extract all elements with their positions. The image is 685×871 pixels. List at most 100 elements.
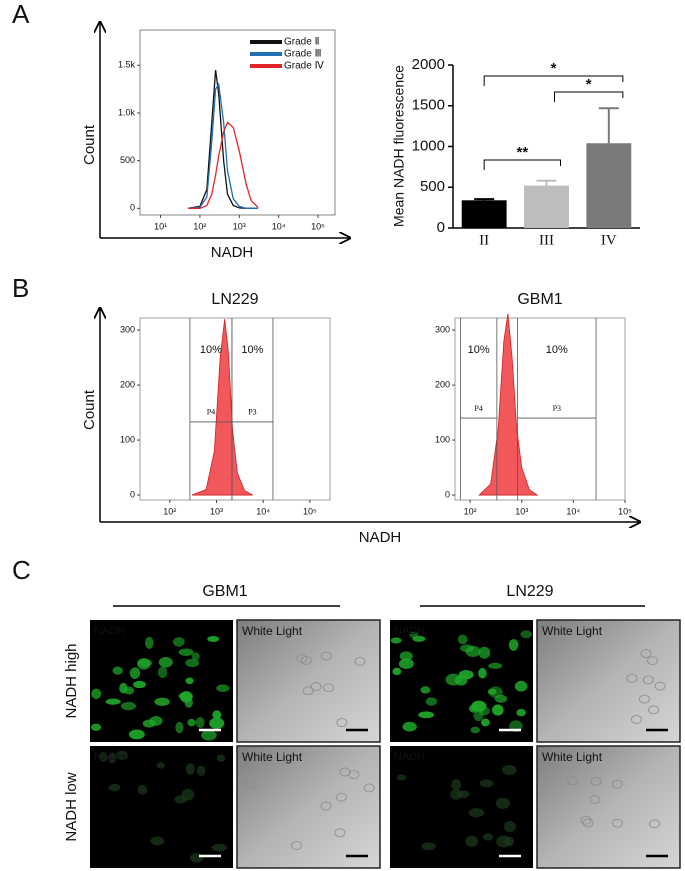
cell — [396, 774, 407, 781]
significance-label: * — [551, 60, 557, 77]
plot-frame — [139, 29, 336, 216]
x-tick-label: IV — [601, 232, 617, 248]
y-tick-label: 500 — [420, 178, 445, 195]
white-light-image: White Light — [536, 745, 681, 869]
chart-title: GBM1 — [517, 291, 562, 308]
cell — [465, 835, 479, 847]
white-light-image: White Light — [236, 745, 381, 869]
cell — [516, 708, 526, 717]
cell — [142, 719, 156, 728]
x-axis-label: NADH — [359, 529, 402, 546]
cell — [112, 666, 123, 675]
fluorescence-image: NADH — [90, 746, 233, 868]
cell — [392, 667, 402, 676]
cell — [108, 752, 117, 764]
curve — [188, 121, 259, 209]
bar — [461, 200, 507, 228]
histogram-area — [478, 313, 539, 496]
cell — [495, 797, 511, 809]
significance-bracket — [554, 91, 624, 102]
cell-outline — [336, 792, 347, 802]
image-background — [536, 745, 681, 869]
gate-name: P3 — [248, 408, 256, 417]
gate-percent: 10% — [200, 344, 222, 356]
white-light-image: White Light — [536, 619, 681, 743]
cell — [201, 729, 217, 741]
y-tick-label: 100 — [435, 434, 450, 444]
cell — [514, 680, 528, 692]
y-tick-label: 0 — [445, 489, 450, 499]
cell — [487, 688, 497, 695]
cell — [458, 670, 474, 680]
cell — [120, 701, 137, 711]
cell — [480, 718, 490, 727]
row-label: NADH low — [63, 772, 80, 841]
fluorescence-image: NADH — [390, 620, 533, 742]
cell — [468, 704, 479, 713]
x-tick-label: 10⁵ — [303, 506, 317, 516]
fluorescence-image: NADH — [90, 620, 233, 742]
cell-outline — [336, 718, 348, 727]
significance-label: ** — [516, 144, 528, 161]
cell-outline — [580, 815, 592, 825]
cell — [144, 636, 154, 649]
cell — [501, 764, 517, 775]
y-tick-label: 0 — [130, 203, 135, 213]
cell — [190, 853, 204, 863]
gate-percent: 10% — [546, 344, 568, 356]
cell — [158, 656, 173, 668]
image-background — [390, 746, 533, 868]
cell — [133, 680, 147, 689]
y-tick-label: 0 — [130, 489, 135, 499]
cell-outline — [245, 780, 257, 790]
cell-outline — [567, 776, 579, 786]
y-axis-label: Mean NADH fluorescence — [391, 65, 407, 227]
x-tick-label: II — [479, 232, 489, 248]
cell — [209, 717, 225, 729]
cell-outline — [642, 675, 654, 685]
cell — [174, 795, 187, 804]
gate-percent: 10% — [241, 344, 263, 356]
cell-outline — [612, 818, 623, 828]
cell-outline — [339, 767, 351, 777]
cell — [468, 807, 485, 818]
cell — [390, 637, 402, 644]
plot-frame — [454, 317, 626, 501]
y-axis-label: Count — [81, 124, 98, 165]
cell — [185, 677, 194, 685]
y-tick-label: 300 — [435, 324, 450, 334]
cell-outline — [589, 795, 601, 804]
gate-name: P4 — [474, 404, 482, 413]
fluorescence-image: NADH — [390, 746, 533, 868]
cell — [492, 704, 504, 716]
x-tick-label: 10⁴ — [256, 506, 270, 516]
cell — [508, 639, 519, 651]
plot-frame — [139, 317, 331, 501]
cell — [418, 711, 435, 719]
y-axis-label: Count — [81, 389, 98, 430]
cell-outline — [310, 682, 322, 691]
x-axis-label: NADH — [211, 244, 254, 261]
y-tick-label: 1500 — [412, 97, 445, 114]
cell — [156, 762, 166, 769]
x-tick-label: 10² — [163, 506, 176, 516]
cell-outline — [363, 783, 375, 793]
histogram-area — [191, 319, 254, 496]
cell — [473, 709, 484, 722]
cell-outline — [639, 694, 650, 704]
cell — [191, 652, 200, 661]
gate-name: P3 — [553, 404, 561, 413]
cell — [116, 750, 128, 760]
x-tick-label: 10² — [193, 221, 206, 231]
cell — [187, 718, 196, 727]
cell — [150, 836, 165, 846]
channel-label: NADH — [94, 751, 125, 763]
cell — [420, 686, 431, 694]
cell — [175, 721, 184, 734]
curve — [188, 82, 259, 209]
y-tick-label: 1.5k — [118, 60, 136, 70]
channel-label: NADH — [94, 625, 125, 637]
cell-outline — [611, 779, 623, 789]
cell — [105, 698, 121, 705]
y-tick-label: 0 — [437, 219, 445, 236]
